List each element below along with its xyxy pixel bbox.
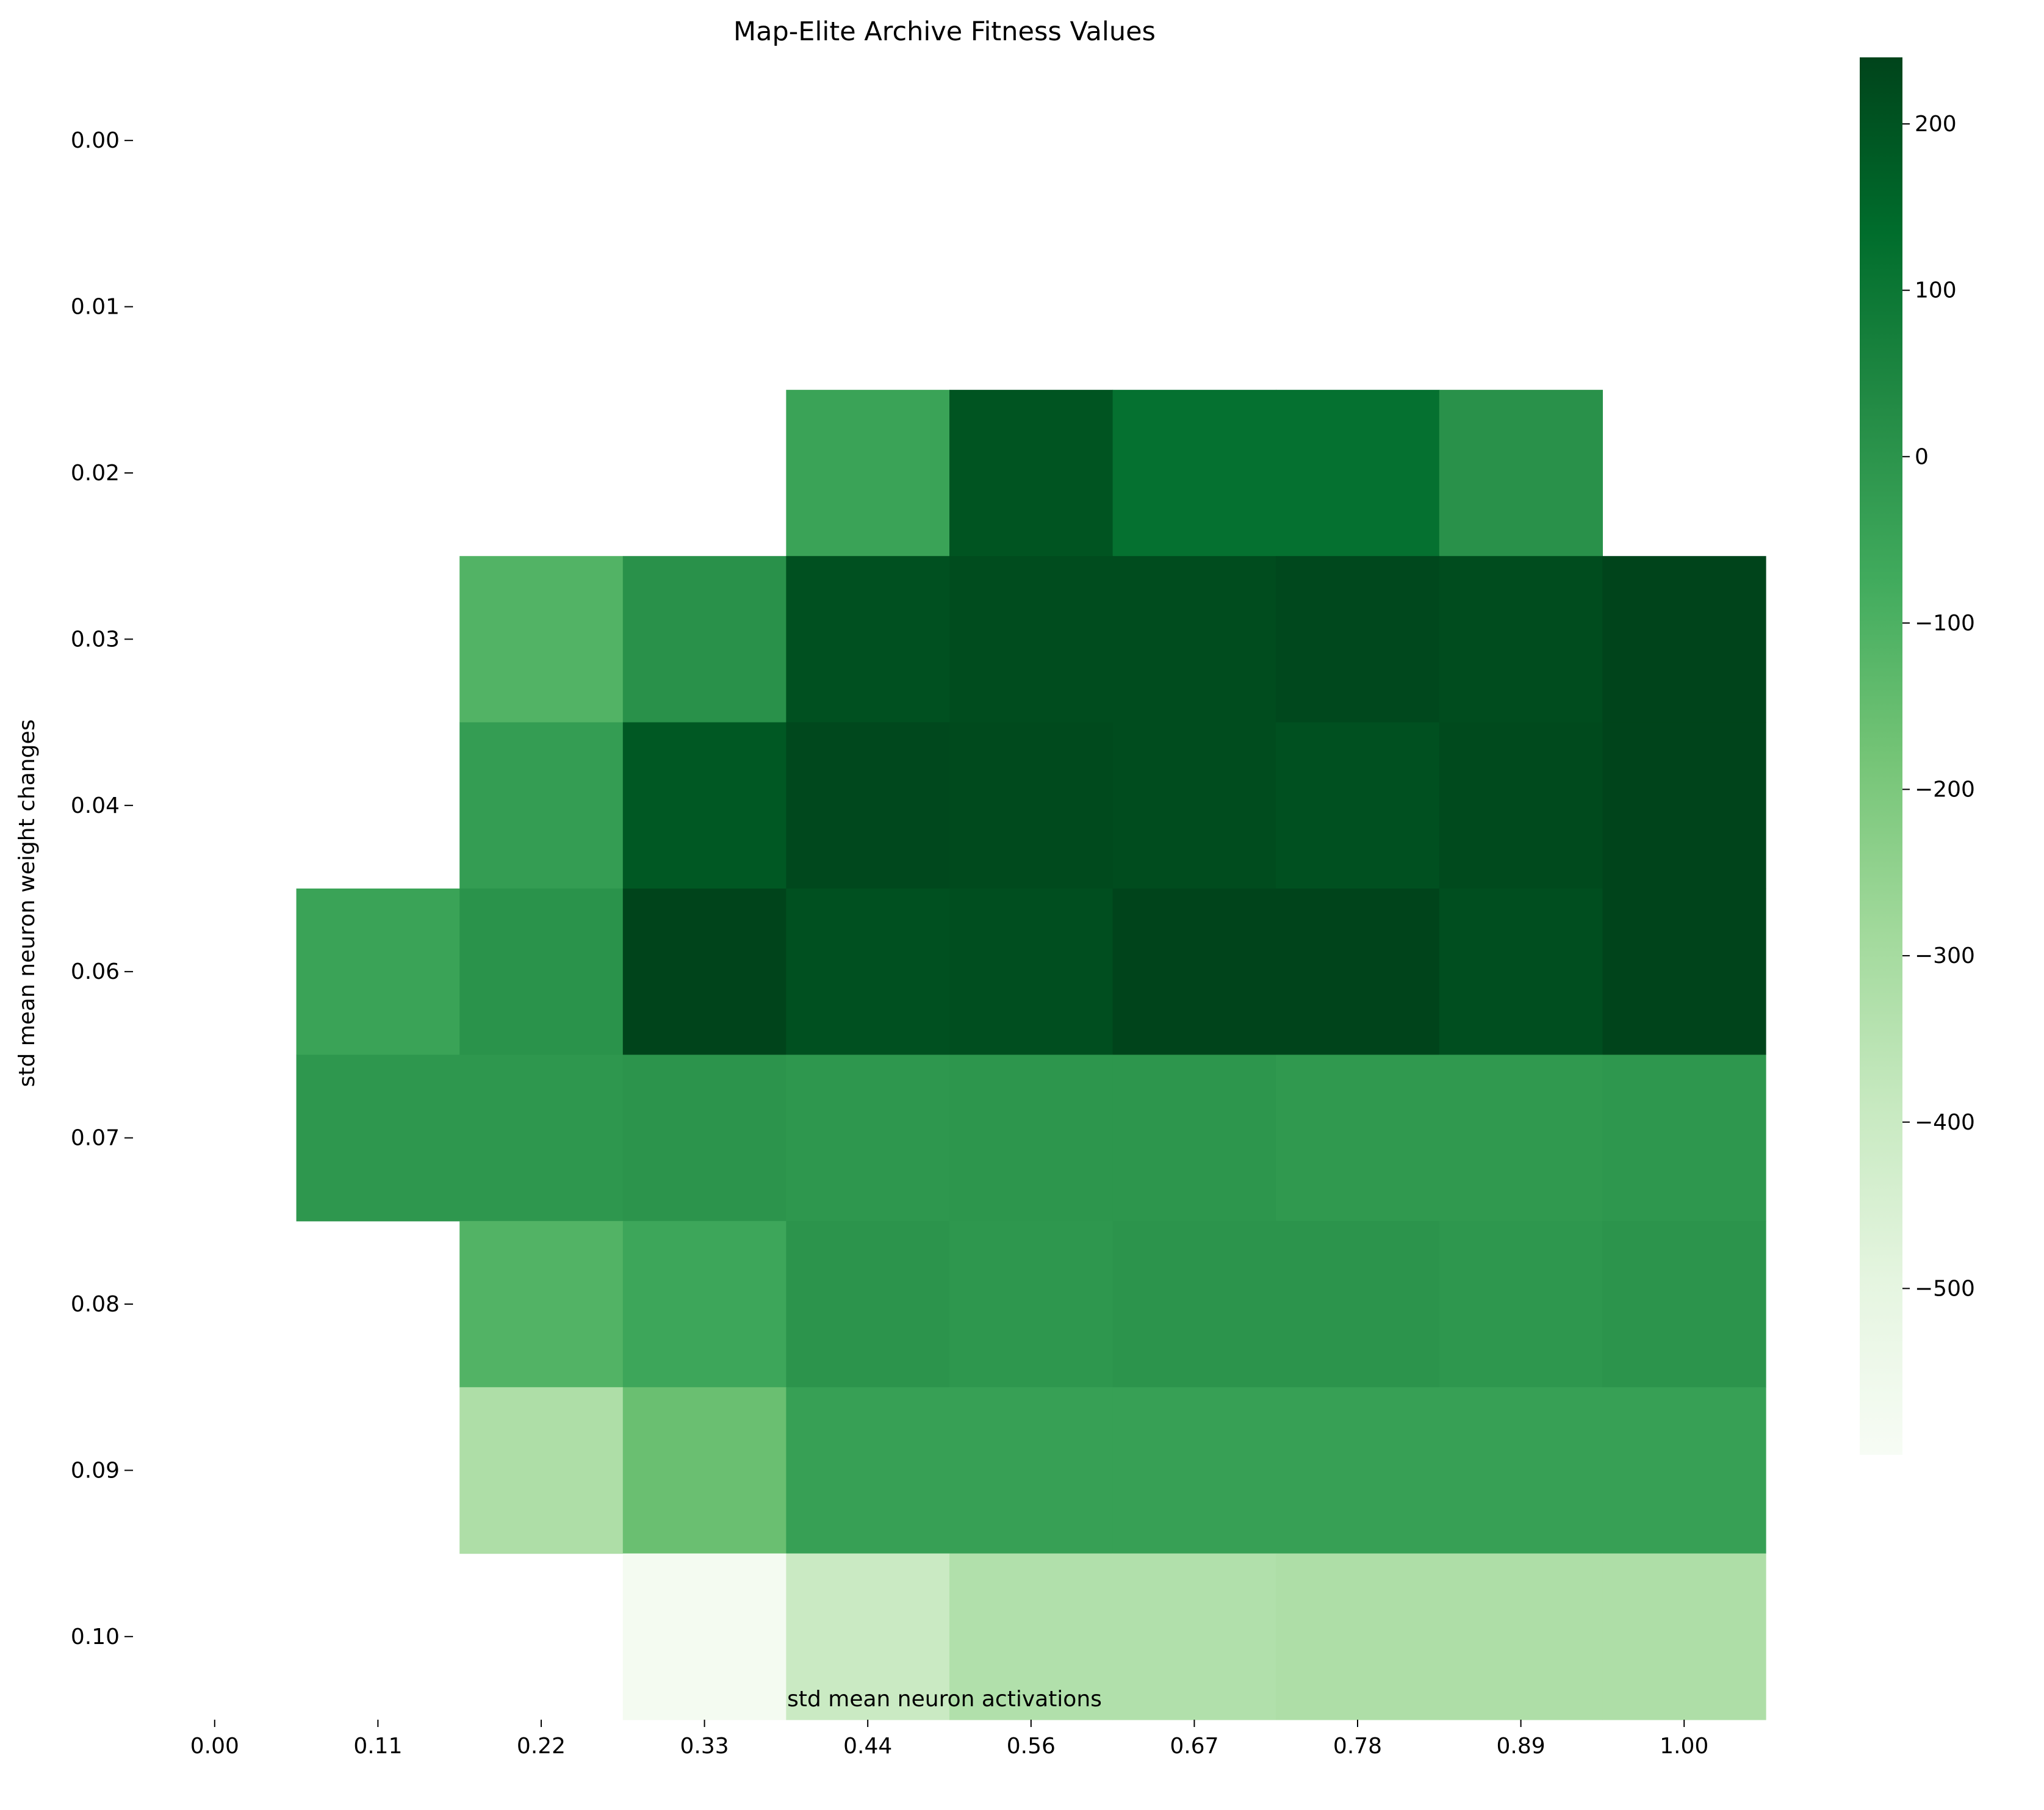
heatmap-cell xyxy=(1276,1387,1440,1554)
heatmap-cell xyxy=(1112,1220,1276,1388)
y-axis-label: std mean neuron weight changes xyxy=(15,719,40,1087)
heatmap-cell xyxy=(1112,1553,1276,1720)
colorbar-tick-label: −400 xyxy=(1915,1110,1975,1135)
x-tick-label: 1.00 xyxy=(1660,1734,1708,1759)
heatmap-cells xyxy=(296,389,1766,1720)
heatmap-cell xyxy=(949,889,1114,1055)
heatmap-cell xyxy=(949,1387,1114,1554)
heatmap-cell xyxy=(1602,556,1766,723)
heatmap-cell xyxy=(622,556,786,723)
heatmap-cell xyxy=(949,1220,1114,1388)
heatmap-cell xyxy=(786,389,950,557)
x-tick-label: 0.67 xyxy=(1170,1734,1218,1759)
colorbar-tick-label: 0 xyxy=(1915,444,1929,469)
y-tick-label: 0.01 xyxy=(71,295,120,320)
heatmap-cell xyxy=(1439,1387,1603,1554)
heatmap-cell xyxy=(459,1387,624,1554)
x-tick-label: 0.11 xyxy=(353,1734,402,1759)
heatmap-cell xyxy=(786,1553,950,1720)
heatmap-cell xyxy=(622,1387,786,1554)
y-tick-label: 0.07 xyxy=(71,1126,120,1151)
heatmap-cell xyxy=(1602,1553,1766,1720)
x-tick-label: 0.00 xyxy=(190,1734,239,1759)
heatmap-cell xyxy=(622,722,786,889)
heatmap-cell xyxy=(1439,1220,1603,1388)
heatmap-cell xyxy=(786,1387,950,1554)
heatmap-cell xyxy=(1439,556,1603,723)
colorbar-ticks: 200 100 0 −100 −200 −300 −400 −500 xyxy=(1902,112,1975,1301)
heatmap-cell xyxy=(1602,1055,1766,1222)
heatmap-cell xyxy=(1276,722,1440,889)
heatmap-cell xyxy=(296,889,460,1055)
heatmap-cell xyxy=(949,722,1114,889)
heatmap-cell xyxy=(1439,889,1603,1055)
heatmap-cell xyxy=(1276,1220,1440,1388)
heatmap-cell xyxy=(622,1220,786,1388)
y-tick-label: 0.04 xyxy=(71,793,120,818)
heatmap-cell xyxy=(786,1220,950,1388)
heatmap-cell xyxy=(1276,1553,1440,1720)
heatmap-cell xyxy=(1602,1387,1766,1554)
heatmap-cell xyxy=(622,1055,786,1222)
heatmap-cell xyxy=(786,889,950,1055)
x-axis-label: std mean neuron activations xyxy=(787,1687,1102,1712)
y-axis-ticks: 0.00 0.01 0.02 0.03 0.04 0.06 0.07 0.08 0.09 0.10 xyxy=(71,128,133,1650)
heatmap-cell xyxy=(1602,1220,1766,1388)
heatmap-cell xyxy=(1439,1055,1603,1222)
colorbar-tick-label: −300 xyxy=(1915,943,1975,968)
heatmap-cell xyxy=(1112,889,1276,1055)
y-tick-label: 0.09 xyxy=(71,1458,120,1483)
heatmap-cell xyxy=(1276,1055,1440,1222)
heatmap-cell xyxy=(1439,389,1603,557)
heatmap-cell xyxy=(786,722,950,889)
x-tick-label: 0.89 xyxy=(1497,1734,1546,1759)
y-tick-label: 0.06 xyxy=(71,959,120,984)
heatmap-cell xyxy=(459,889,624,1055)
x-tick-label: 0.22 xyxy=(517,1734,566,1759)
heatmap-cell xyxy=(1439,722,1603,889)
heatmap-cell xyxy=(1602,722,1766,889)
heatmap-cell xyxy=(786,556,950,723)
heatmap-cell xyxy=(1112,1387,1276,1554)
x-tick-label: 0.33 xyxy=(680,1734,729,1759)
heatmap-cell xyxy=(1276,556,1440,723)
heatmap-cell xyxy=(1112,1055,1276,1222)
heatmap-cell xyxy=(1439,1553,1603,1720)
heatmap-cell xyxy=(1112,389,1276,557)
heatmap-cell xyxy=(1112,722,1276,889)
heatmap-cell xyxy=(622,889,786,1055)
heatmap-cell xyxy=(949,1553,1114,1720)
heatmap-cell xyxy=(949,556,1114,723)
heatmap-cell xyxy=(1276,889,1440,1055)
colorbar-tick-label: 200 xyxy=(1915,112,1957,137)
heatmap-cell xyxy=(459,722,624,889)
heatmap-cell xyxy=(786,1055,950,1222)
x-tick-label: 0.44 xyxy=(843,1734,892,1759)
heatmap-cell xyxy=(459,556,624,723)
y-tick-label: 0.02 xyxy=(71,461,120,486)
colorbar-tick-label: −200 xyxy=(1915,777,1975,802)
heatmap-cell xyxy=(622,1553,786,1720)
y-tick-label: 0.03 xyxy=(71,627,120,652)
heatmap-cell xyxy=(949,1055,1114,1222)
x-axis-ticks: 0.00 0.11 0.22 0.33 0.44 0.56 0.67 0.78 0.89 1.00 xyxy=(190,1720,1708,1759)
x-tick-label: 0.56 xyxy=(1007,1734,1056,1759)
heatmap-cell xyxy=(459,1220,624,1388)
colorbar xyxy=(1860,57,1902,1455)
colorbar-tick-label: −500 xyxy=(1915,1276,1975,1301)
colorbar-tick-label: 100 xyxy=(1915,278,1957,303)
heatmap-cell xyxy=(949,389,1114,557)
heatmap-cell xyxy=(1112,556,1276,723)
chart-title: Map-Elite Archive Fitness Values xyxy=(733,16,1156,47)
heatmap-cell xyxy=(296,1055,460,1222)
y-tick-label: 0.00 xyxy=(71,128,120,153)
y-tick-label: 0.08 xyxy=(71,1292,120,1317)
heatmap-cell xyxy=(1276,389,1440,557)
y-tick-label: 0.10 xyxy=(71,1624,120,1650)
x-tick-label: 0.78 xyxy=(1333,1734,1382,1759)
heatmap-cell xyxy=(1602,889,1766,1055)
heatmap-cell xyxy=(459,1055,624,1222)
colorbar-tick-label: −100 xyxy=(1915,611,1975,636)
